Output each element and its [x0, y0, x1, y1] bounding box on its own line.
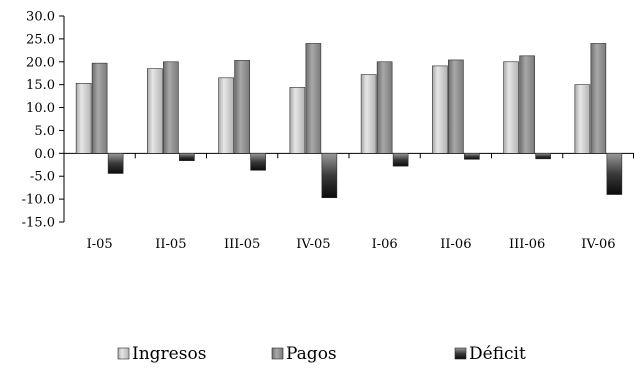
bar-pagos — [448, 59, 464, 154]
bar-pagos — [590, 43, 607, 154]
bar-déficit — [107, 153, 124, 174]
y-tick-label: 30.0 — [26, 10, 55, 25]
y-tick-label: 20.0 — [26, 55, 55, 70]
y-tick-label: -5.0 — [30, 170, 55, 185]
x-tick-label: III-05 — [224, 237, 260, 252]
bar-ingresos — [218, 77, 234, 154]
legend-label-pagos: Pagos — [286, 344, 337, 364]
bar-déficit — [606, 153, 623, 195]
bar-déficit — [464, 153, 480, 160]
bar-pagos — [163, 61, 179, 154]
chart-bars — [75, 43, 623, 199]
bar-ingresos — [432, 65, 448, 154]
bar-pagos — [234, 60, 250, 154]
chart-labels: 30.0 25.0 20.0 15.0 10.0 5.0 0.0 -5.0 -10.0 -15.0… — [22, 10, 616, 253]
bar-ingresos — [147, 68, 163, 154]
bar-déficit — [321, 153, 338, 199]
y-tick-label: 0.0 — [34, 147, 55, 162]
legend-swatch-pagos — [271, 347, 284, 360]
bar-ingresos — [289, 87, 306, 154]
y-tick-label: 15.0 — [26, 78, 55, 93]
x-tick-label: I-05 — [87, 237, 113, 252]
x-tick-label: II-05 — [155, 237, 186, 252]
bar-pagos — [519, 55, 535, 154]
bar-déficit — [392, 153, 409, 167]
y-tick-label: 5.0 — [34, 124, 55, 139]
bar-ingresos — [503, 61, 519, 154]
x-tick-label: II-06 — [440, 237, 471, 252]
y-tick-label: -10.0 — [22, 193, 55, 208]
bar-pagos — [91, 62, 108, 154]
x-tick-label: IV-05 — [296, 237, 330, 252]
y-tick-label: 25.0 — [26, 32, 55, 47]
y-tick-label: 10.0 — [26, 101, 55, 116]
legend-label-ingresos: Ingresos — [132, 344, 206, 364]
bar-pagos — [305, 43, 322, 154]
y-tick-label: -15.0 — [22, 216, 55, 231]
legend-swatch-ingresos — [117, 347, 130, 360]
bar-déficit — [179, 153, 195, 161]
legend-swatch-déficit — [454, 347, 467, 360]
bar-ingresos — [75, 82, 92, 154]
bar-ingresos — [574, 84, 591, 154]
bar-ingresos — [360, 74, 377, 154]
legend-label-déficit: Déficit — [469, 344, 526, 364]
x-tick-label: III-06 — [509, 237, 545, 252]
x-tick-label: I-06 — [372, 237, 398, 252]
bar-pagos — [376, 61, 393, 154]
bar-déficit — [535, 153, 551, 160]
bar-déficit — [250, 153, 266, 171]
chart-legend: Ingresos Pagos Déficit — [117, 344, 526, 364]
x-tick-label: IV-06 — [581, 237, 615, 252]
chart-axes — [59, 15, 634, 223]
